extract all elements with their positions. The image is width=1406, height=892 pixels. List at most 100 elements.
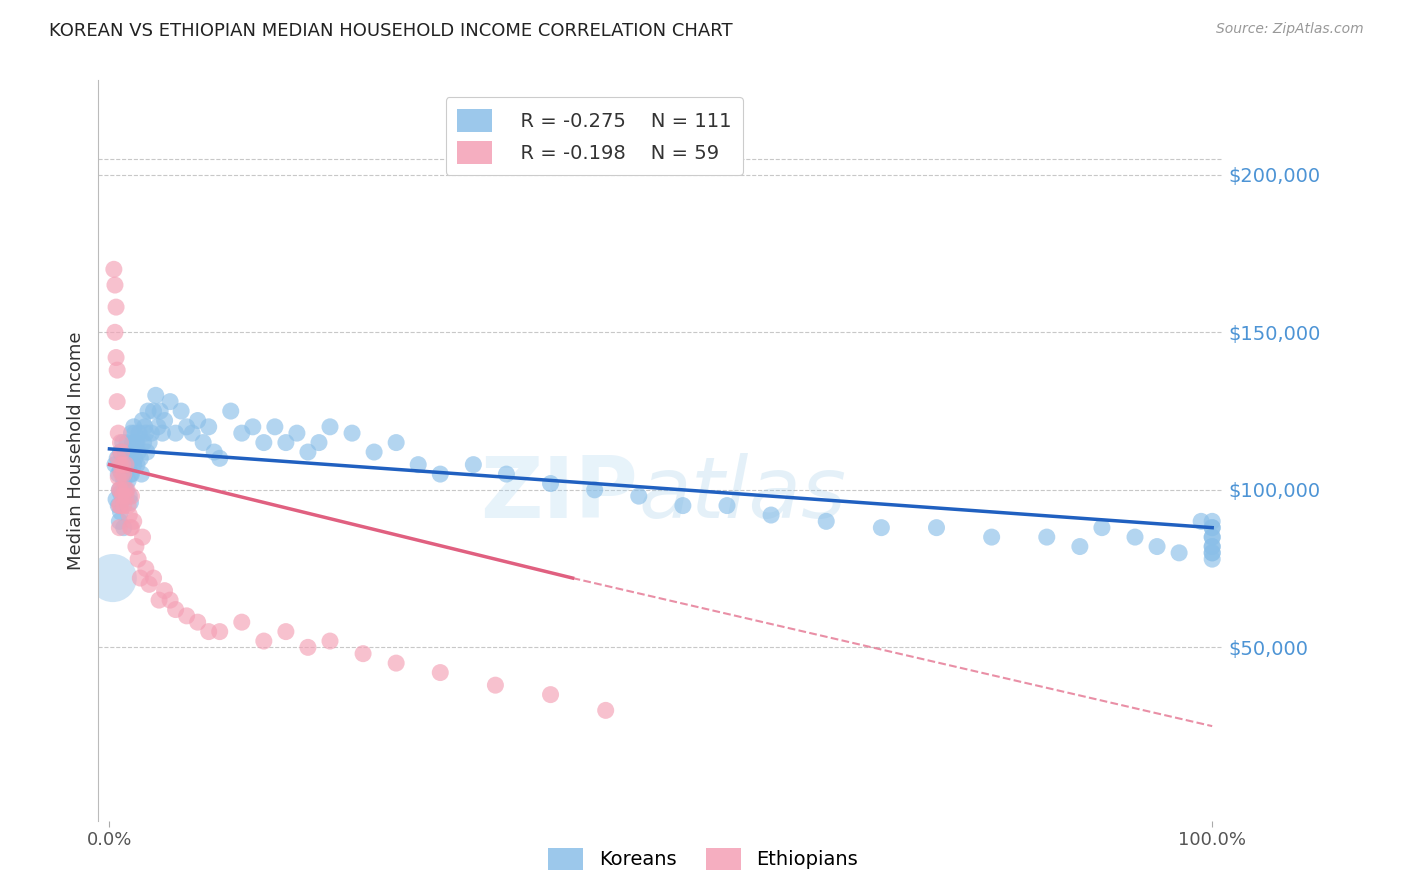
Point <box>925 521 948 535</box>
Point <box>759 508 782 522</box>
Point <box>117 499 139 513</box>
Point <box>112 521 135 535</box>
Point <box>463 458 485 472</box>
Point <box>149 404 172 418</box>
Point <box>121 521 143 535</box>
Point <box>101 571 124 585</box>
Point <box>107 426 129 441</box>
Point <box>159 593 181 607</box>
Point <box>110 467 132 481</box>
Point <box>165 602 187 616</box>
Point <box>129 571 152 585</box>
Point <box>146 420 169 434</box>
Point <box>1201 546 1223 560</box>
Point <box>115 435 138 450</box>
Point <box>129 451 152 466</box>
Point <box>138 435 160 450</box>
Point <box>122 514 145 528</box>
Point <box>114 467 136 481</box>
Point <box>980 530 1002 544</box>
Point <box>627 489 650 503</box>
Point <box>105 492 128 507</box>
Point <box>115 460 138 475</box>
Point <box>176 420 198 434</box>
Point <box>1201 530 1223 544</box>
Point <box>672 499 695 513</box>
Point <box>110 505 132 519</box>
Point <box>108 499 131 513</box>
Point <box>135 426 157 441</box>
Point <box>114 445 136 459</box>
Point <box>117 445 139 459</box>
Point <box>107 470 129 484</box>
Point <box>134 420 156 434</box>
Point <box>108 483 131 497</box>
Point <box>165 426 187 441</box>
Point <box>112 474 135 488</box>
Point <box>145 388 167 402</box>
Point <box>132 435 155 450</box>
Point <box>274 624 297 639</box>
Legend:   R = -0.275    N = 111,   R = -0.198    N = 59: R = -0.275 N = 111, R = -0.198 N = 59 <box>446 97 742 176</box>
Point <box>118 508 141 522</box>
Point <box>1201 521 1223 535</box>
Point <box>121 467 143 481</box>
Point <box>170 404 193 418</box>
Point <box>1201 521 1223 535</box>
Point <box>1146 540 1168 554</box>
Point <box>110 464 132 478</box>
Point <box>117 474 139 488</box>
Point <box>285 426 308 441</box>
Point <box>104 326 127 340</box>
Point <box>138 577 160 591</box>
Point <box>107 467 129 481</box>
Point <box>105 451 128 466</box>
Point <box>159 394 181 409</box>
Point <box>120 521 142 535</box>
Point <box>110 458 132 472</box>
Point <box>153 583 176 598</box>
Point <box>540 476 562 491</box>
Point <box>112 499 135 513</box>
Point <box>142 571 165 585</box>
Point <box>231 615 253 629</box>
Point <box>111 435 134 450</box>
Y-axis label: Median Household Income: Median Household Income <box>66 331 84 570</box>
Point <box>193 435 215 450</box>
Legend: Koreans, Ethiopians: Koreans, Ethiopians <box>540 839 866 878</box>
Point <box>131 530 153 544</box>
Point <box>121 435 143 450</box>
Point <box>385 435 408 450</box>
Point <box>112 467 135 481</box>
Point <box>429 467 451 481</box>
Point <box>105 300 128 314</box>
Point <box>115 451 138 466</box>
Point <box>124 451 146 466</box>
Point <box>115 483 138 497</box>
Point <box>142 404 165 418</box>
Point <box>136 445 159 459</box>
Point <box>406 458 429 472</box>
Point <box>297 640 319 655</box>
Point <box>121 426 143 441</box>
Text: atlas: atlas <box>638 453 846 536</box>
Point <box>112 489 135 503</box>
Point <box>110 486 132 500</box>
Point <box>115 458 138 472</box>
Point <box>181 426 204 441</box>
Point <box>176 608 198 623</box>
Point <box>208 451 231 466</box>
Point <box>108 521 131 535</box>
Point <box>114 483 136 497</box>
Point <box>340 426 363 441</box>
Point <box>187 615 209 629</box>
Point <box>105 351 128 365</box>
Point <box>187 413 209 427</box>
Point <box>115 483 138 497</box>
Point <box>1201 540 1223 554</box>
Point <box>274 435 297 450</box>
Point <box>125 435 148 450</box>
Point <box>583 483 606 497</box>
Point <box>1201 530 1223 544</box>
Point <box>208 624 231 639</box>
